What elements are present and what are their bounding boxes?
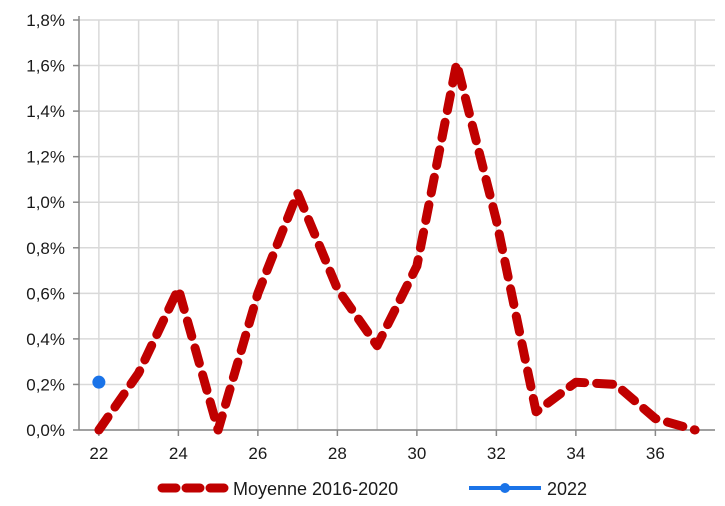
x-tick-label: 24	[169, 444, 188, 463]
legend: Moyenne 2016-2020 2022	[157, 479, 587, 499]
legend-label-moyenne: Moyenne 2016-2020	[233, 479, 398, 499]
x-tick-label: 34	[566, 444, 585, 463]
y-tick-label: 0,6%	[26, 284, 65, 303]
axes: 0,0% 0,2% 0,4% 0,6% 0,8% 1,0% 1,2% 1,4% 1,6% 1,8%…	[26, 11, 715, 463]
y-tick-label: 0,4%	[26, 330, 65, 349]
y-tick-label: 0,0%	[26, 421, 65, 440]
y-tick-label: 1,2%	[26, 148, 65, 167]
y-tick-label: 1,8%	[26, 11, 65, 30]
y-tick-label: 0,8%	[26, 239, 65, 258]
x-tick-label: 36	[646, 444, 665, 463]
grid	[79, 19, 715, 431]
y-tick-label: 1,6%	[26, 57, 65, 76]
x-tick-label: 30	[407, 444, 426, 463]
y-tick-label: 1,0%	[26, 193, 65, 212]
x-tick-label: 22	[89, 444, 108, 463]
x-tick-label: 26	[248, 444, 267, 463]
legend-marker-2022	[500, 483, 510, 493]
legend-label-2022: 2022	[547, 479, 587, 499]
x-tick-label: 28	[328, 444, 347, 463]
series	[92, 58, 700, 435]
series-line-moyenne	[94, 58, 700, 435]
x-tick-label: 32	[487, 444, 506, 463]
y-tick-label: 0,2%	[26, 375, 65, 394]
y-tick-label: 1,4%	[26, 102, 65, 121]
data-point-2022	[92, 375, 106, 389]
